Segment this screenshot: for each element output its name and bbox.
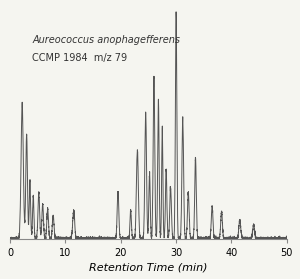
Text: Aureococcus anophagefferens: Aureococcus anophagefferens bbox=[32, 35, 180, 45]
X-axis label: Retention Time (min): Retention Time (min) bbox=[89, 262, 208, 272]
Text: CCMP 1984  m/z 79: CCMP 1984 m/z 79 bbox=[32, 53, 127, 63]
